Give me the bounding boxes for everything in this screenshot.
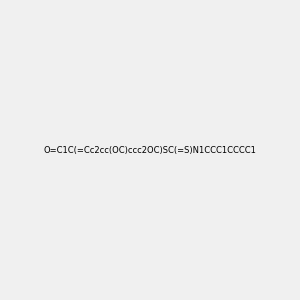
Text: O=C1C(=Cc2cc(OC)ccc2OC)SC(=S)N1CCC1CCCC1: O=C1C(=Cc2cc(OC)ccc2OC)SC(=S)N1CCC1CCCC1	[44, 146, 256, 154]
